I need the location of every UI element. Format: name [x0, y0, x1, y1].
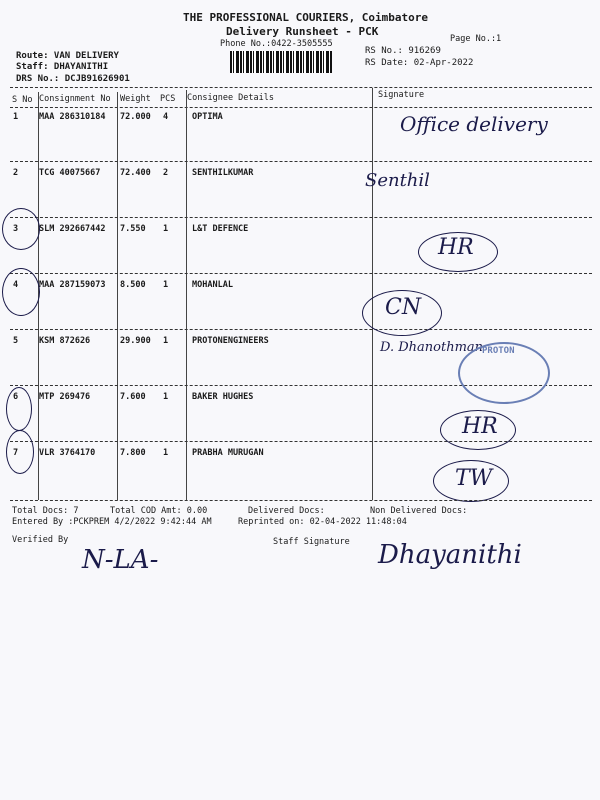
row-weight: 8.500 [120, 280, 146, 290]
company-name: THE PROFESSIONAL COURIERS, Coimbatore [183, 11, 429, 24]
non-delivered-docs: Non Delivered Docs: [370, 506, 468, 516]
row-pcs: 2 [163, 168, 169, 178]
row-sno: 5 [13, 336, 19, 346]
phone-number: Phone No.:0422-3505555 [220, 39, 333, 49]
row-signature: Office delivery [400, 112, 548, 136]
barcode [230, 51, 332, 73]
row-signature: D. Dhanothman [380, 340, 484, 355]
verified-by-label: Verified By [12, 535, 69, 545]
row-signature: Senthil [365, 170, 430, 191]
company-stamp [458, 342, 550, 404]
row-consignee: MOHANLAL [192, 280, 233, 290]
stamp-text: PROTON [482, 346, 515, 356]
row-weight: 7.550 [120, 224, 146, 234]
row-weight: 72.000 [120, 112, 151, 122]
row-consignee: PRABHA MURUGAN [192, 448, 264, 458]
col-sno: S No [12, 95, 33, 105]
row-weight: 7.600 [120, 392, 146, 402]
rs-date: RS Date: 02-Apr-2022 [365, 58, 474, 68]
col-consignee: Consignee Details [187, 93, 274, 103]
page-number: Page No.:1 [450, 34, 502, 44]
col-consignment: Consignment No [39, 94, 111, 104]
row-consignment: MAA 287159073 [39, 280, 106, 290]
row-consignment: MAA 286310184 [39, 112, 106, 122]
staff: Staff: DHAYANITHI [16, 62, 109, 72]
row-consignee: L&T DEFENCE [192, 224, 249, 234]
entered-by: Entered By :PCKPREM 4/2/2022 9:42:44 AM [12, 517, 212, 527]
row-pcs: 1 [163, 224, 169, 234]
row-pcs: 1 [163, 392, 169, 402]
row-consignment: KSM 872626 [39, 336, 91, 346]
rs-number: RS No.: 916269 [365, 46, 441, 56]
staff-signature-label: Staff Signature [273, 537, 350, 547]
row-consignment: MTP 269476 [39, 392, 91, 402]
col-weight: Weight [120, 94, 151, 104]
row-weight: 72.400 [120, 168, 151, 178]
staff-signature: Dhayanithi [378, 540, 522, 570]
reprinted-on: Reprinted on: 02-04-2022 11:48:04 [238, 517, 407, 527]
row-consignee: BAKER HUGHES [192, 392, 254, 402]
document-title: Delivery Runsheet - PCK [226, 25, 379, 38]
verifier-signature: N-LA- [82, 545, 159, 575]
row-consignment: VLR 3764170 [39, 448, 96, 458]
drs-number: DRS No.: DCJB91626901 [16, 74, 130, 84]
row-sno: 1 [13, 112, 19, 122]
row-pcs: 1 [163, 448, 169, 458]
row-consignee: SENTHILKUMAR [192, 168, 254, 178]
row-consignee: OPTIMA [192, 112, 223, 122]
delivered-docs: Delivered Docs: [248, 506, 325, 516]
row-consignment: SLM 292667442 [39, 224, 106, 234]
total-cod: Total COD Amt: 0.00 [110, 506, 208, 516]
total-docs: Total Docs: 7 [12, 506, 79, 516]
col-signature: Signature [378, 90, 425, 100]
row-weight: 29.900 [120, 336, 151, 346]
row-consignee: PROTONENGINEERS [192, 336, 269, 346]
row-pcs: 1 [163, 280, 169, 290]
row-consignment: TCG 40075667 [39, 168, 101, 178]
row-pcs: 1 [163, 336, 169, 346]
row-weight: 7.800 [120, 448, 146, 458]
row-sno: 2 [13, 168, 19, 178]
route: Route: VAN DELIVERY [16, 51, 119, 61]
row-pcs: 4 [163, 112, 169, 122]
col-pcs: PCS [160, 94, 176, 104]
